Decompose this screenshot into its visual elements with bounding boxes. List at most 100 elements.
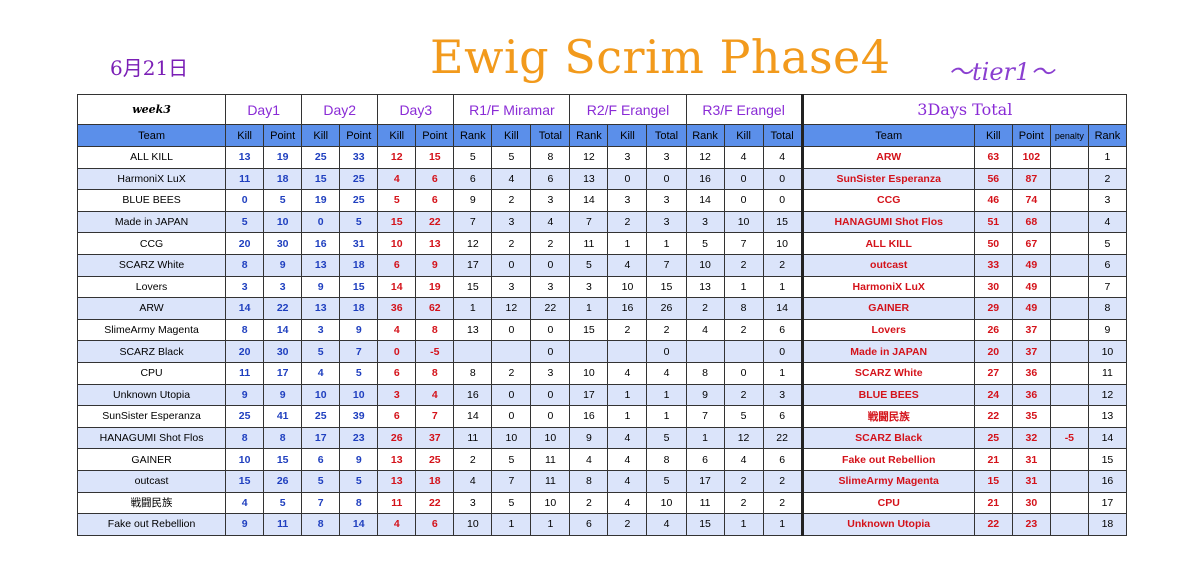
total-team-name: SCARZ White — [800, 361, 975, 385]
day3-point: 4 — [415, 383, 455, 407]
total-team-name: Made in JAPAN — [800, 340, 975, 363]
r3-kill: 0 — [723, 189, 764, 212]
r1-total: 11 — [530, 448, 571, 471]
table-row: Unknown Utopia 9 9 10 10 3 4 16 0 0 17 1 1 9 2 3 BLUE BE… — [76, 383, 1128, 407]
r3-rank: 13 — [685, 275, 725, 299]
day1-point: 18 — [263, 167, 303, 191]
table-row: ARW 14 22 13 18 36 62 1 12 22 1 16 26 2 8 14 GAINER 29 49 8 — [76, 297, 1128, 320]
total-penalty — [1049, 405, 1089, 428]
day2-point: 39 — [339, 405, 379, 428]
r2-total: 15 — [646, 275, 687, 299]
day2-kill: 6 — [301, 448, 341, 471]
r1-rank: 2 — [453, 448, 493, 471]
r1-kill: 0 — [491, 405, 532, 428]
total-penalty — [1049, 167, 1089, 191]
day2-kill: 19 — [301, 189, 341, 212]
col-team: Team — [76, 124, 227, 147]
r3-rank: 3 — [685, 210, 725, 234]
col-r1-rank: Rank — [453, 124, 493, 147]
r1-total: 0 — [530, 340, 571, 363]
day3-point: 62 — [415, 297, 455, 320]
col-total-point: Point — [1011, 124, 1051, 147]
day2-kill: 25 — [301, 146, 341, 169]
day3-point: 15 — [415, 146, 455, 169]
team-name: ALL KILL — [76, 146, 227, 169]
day2-kill: 4 — [301, 361, 341, 385]
total-team-name: BLUE BEES — [800, 383, 975, 407]
total-point: 23 — [1011, 513, 1051, 536]
day1-point: 22 — [263, 297, 303, 320]
total-point: 67 — [1011, 232, 1051, 255]
team-name: SCARZ White — [76, 253, 227, 277]
total-team-name: Lovers — [800, 318, 975, 342]
r2-total: 5 — [646, 469, 687, 493]
team-name: Fake out Rebellion — [76, 513, 227, 536]
r3-rank: 17 — [685, 469, 725, 493]
r1-kill: 1 — [491, 513, 532, 536]
table-row: CCG 20 30 16 31 10 13 12 2 2 11 1 1 5 7 10 ALL KILL 50 67 5 — [76, 232, 1128, 255]
total-team-name: 戦闘民族 — [800, 405, 975, 428]
day3-kill: 14 — [377, 275, 417, 299]
r1-total: 6 — [530, 167, 571, 191]
r2-kill: 16 — [607, 297, 648, 320]
r3-kill: 2 — [723, 491, 764, 515]
day3-kill: 13 — [377, 469, 417, 493]
total-penalty — [1049, 210, 1089, 234]
total-kill: 21 — [973, 448, 1013, 471]
r2-rank: 1 — [569, 297, 609, 320]
r1-rank: 12 — [453, 232, 493, 255]
day3-kill: 6 — [377, 253, 417, 277]
team-name: SlimeArmy Magenta — [76, 318, 227, 342]
r1-kill: 12 — [491, 297, 532, 320]
r2-rank: 9 — [569, 426, 609, 450]
total-point: 36 — [1011, 361, 1051, 385]
r1-rank: 7 — [453, 210, 493, 234]
r2-total: 4 — [646, 361, 687, 385]
r2-rank: 4 — [569, 448, 609, 471]
table-row: GAINER 10 15 6 9 13 25 2 5 11 4 4 8 6 4 6 Fake out Rebel… — [76, 448, 1128, 471]
total-team-name: SlimeArmy Magenta — [800, 469, 975, 493]
r2-kill — [607, 340, 648, 363]
r3-total: 2 — [762, 491, 803, 515]
total-kill: 26 — [973, 318, 1013, 342]
day3-kill: 5 — [377, 189, 417, 212]
day1-kill: 9 — [225, 383, 265, 407]
r1-total: 1 — [530, 513, 571, 536]
r2-total: 1 — [646, 405, 687, 428]
r3-kill: 8 — [723, 297, 764, 320]
day3-kill: 13 — [377, 448, 417, 471]
r1-rank: 10 — [453, 513, 493, 536]
r3-rank: 5 — [685, 232, 725, 255]
day1-kill: 0 — [225, 189, 265, 212]
table-row: SCARZ Black 20 30 5 7 0 -5 0 0 0 Made in JAPAN 20 37… — [76, 340, 1128, 363]
r2-kill: 1 — [607, 405, 648, 428]
day2-point: 31 — [339, 232, 379, 255]
table-row: Fake out Rebellion 9 11 8 14 4 6 10 1 1 6 2 4 15 1 1 Unk… — [76, 513, 1128, 536]
r3-kill: 0 — [723, 167, 764, 191]
day2-kill: 9 — [301, 275, 341, 299]
day1-point: 9 — [263, 253, 303, 277]
total-penalty — [1049, 189, 1089, 212]
day3-kill: 3 — [377, 383, 417, 407]
total-penalty — [1049, 232, 1089, 255]
day1-kill: 20 — [225, 340, 265, 363]
team-name: HANAGUMI Shot Flos — [76, 426, 227, 450]
day2-kill: 5 — [301, 340, 341, 363]
day3-kill: 26 — [377, 426, 417, 450]
r2-rank: 13 — [569, 167, 609, 191]
day2-point: 33 — [339, 146, 379, 169]
r1-rank: 9 — [453, 189, 493, 212]
r1-rank: 6 — [453, 167, 493, 191]
r2-total: 0 — [646, 340, 687, 363]
day3-point: 9 — [415, 253, 455, 277]
day2-kill: 16 — [301, 232, 341, 255]
day2-point: 5 — [339, 210, 379, 234]
day1-point: 11 — [263, 513, 303, 536]
r3-kill: 10 — [723, 210, 764, 234]
total-rank: 12 — [1087, 383, 1128, 407]
total-rank: 7 — [1087, 275, 1128, 299]
day3-kill: 12 — [377, 146, 417, 169]
total-point: 31 — [1011, 469, 1051, 493]
total-rank: 2 — [1087, 167, 1128, 191]
total-rank: 17 — [1087, 491, 1128, 515]
